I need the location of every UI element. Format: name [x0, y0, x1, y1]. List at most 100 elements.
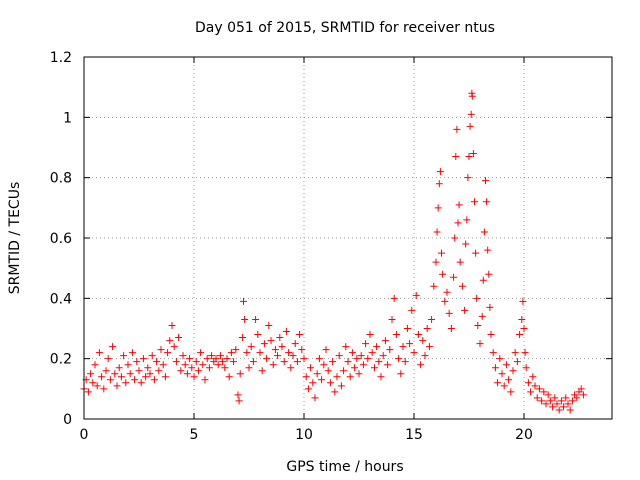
data-point — [234, 391, 242, 399]
data-point — [373, 343, 381, 351]
data-point — [137, 379, 145, 387]
data-point — [166, 337, 174, 345]
data-point — [113, 382, 121, 390]
data-point — [241, 315, 249, 323]
data-point — [221, 364, 229, 372]
y-tick-label: 0.8 — [50, 171, 72, 187]
data-point — [106, 376, 114, 384]
data-point — [100, 385, 108, 393]
data-point — [170, 343, 178, 351]
data-point — [282, 328, 290, 336]
data-point — [278, 343, 286, 351]
data-point — [522, 364, 530, 372]
data-point — [335, 352, 343, 360]
data-point — [450, 273, 458, 281]
data-points — [80, 89, 587, 414]
data-point — [425, 343, 433, 351]
data-point — [219, 358, 227, 366]
data-point — [507, 388, 515, 396]
data-point — [342, 343, 350, 351]
data-point — [109, 343, 117, 351]
data-point — [302, 373, 310, 381]
data-point — [384, 361, 392, 369]
data-point — [324, 367, 332, 375]
data-point — [366, 331, 374, 339]
data-point — [562, 394, 570, 402]
data-point — [271, 346, 279, 354]
data-point — [304, 385, 312, 393]
data-point — [172, 358, 180, 366]
data-point — [91, 361, 99, 369]
data-point — [564, 400, 572, 408]
data-point — [186, 355, 194, 363]
data-point — [340, 367, 348, 375]
data-point — [557, 397, 565, 405]
data-point — [364, 355, 372, 363]
data-point — [428, 315, 436, 323]
data-point — [479, 276, 487, 284]
y-tick-label: 0.2 — [50, 352, 72, 368]
data-point — [249, 358, 257, 366]
data-point — [331, 388, 339, 396]
data-point — [126, 370, 134, 378]
data-point — [397, 370, 405, 378]
data-point — [344, 358, 352, 366]
data-point — [482, 177, 489, 185]
data-point — [553, 400, 561, 408]
data-point — [265, 321, 273, 329]
data-point — [117, 373, 125, 381]
data-point — [491, 364, 499, 372]
data-point — [483, 198, 491, 206]
data-point — [464, 174, 472, 182]
data-point — [377, 373, 385, 381]
data-point — [540, 388, 548, 396]
data-point — [573, 394, 581, 402]
data-point — [235, 397, 243, 405]
data-point — [322, 346, 330, 354]
data-point — [502, 361, 510, 369]
x-tick-label: 0 — [80, 427, 89, 443]
data-point — [177, 367, 185, 375]
data-point — [258, 367, 266, 375]
chart-title: Day 051 of 2015, SRMTID for receiver ntu… — [195, 20, 495, 36]
data-point — [392, 331, 400, 339]
data-point — [274, 352, 282, 360]
data-point — [216, 352, 224, 360]
data-point — [579, 391, 587, 399]
data-point — [401, 358, 409, 366]
data-point — [500, 382, 508, 390]
data-point — [433, 228, 441, 236]
data-point — [566, 406, 574, 414]
data-point — [214, 361, 222, 369]
data-point — [408, 306, 416, 314]
data-point — [238, 334, 246, 342]
data-point — [516, 331, 524, 339]
data-point — [399, 343, 407, 351]
data-point — [568, 397, 576, 405]
data-point — [223, 355, 231, 363]
data-point — [230, 358, 238, 366]
data-point — [476, 340, 484, 348]
data-point — [486, 303, 494, 311]
data-point — [351, 364, 359, 372]
data-point — [535, 385, 543, 393]
data-point — [419, 337, 427, 345]
data-point — [463, 216, 471, 224]
data-point — [315, 355, 323, 363]
data-point — [462, 240, 470, 248]
data-point — [247, 343, 255, 351]
data-point — [406, 340, 414, 348]
data-point — [256, 349, 264, 357]
y-tick-label: 1 — [63, 110, 72, 126]
x-tick-label: 15 — [405, 427, 423, 443]
data-point — [205, 364, 213, 372]
data-point — [455, 201, 463, 209]
data-point — [188, 364, 196, 372]
data-point — [139, 355, 147, 363]
data-point — [480, 228, 488, 236]
data-point — [313, 370, 321, 378]
data-point — [436, 168, 444, 176]
data-point — [280, 358, 288, 366]
data-point — [300, 355, 308, 363]
data-point — [521, 349, 529, 357]
